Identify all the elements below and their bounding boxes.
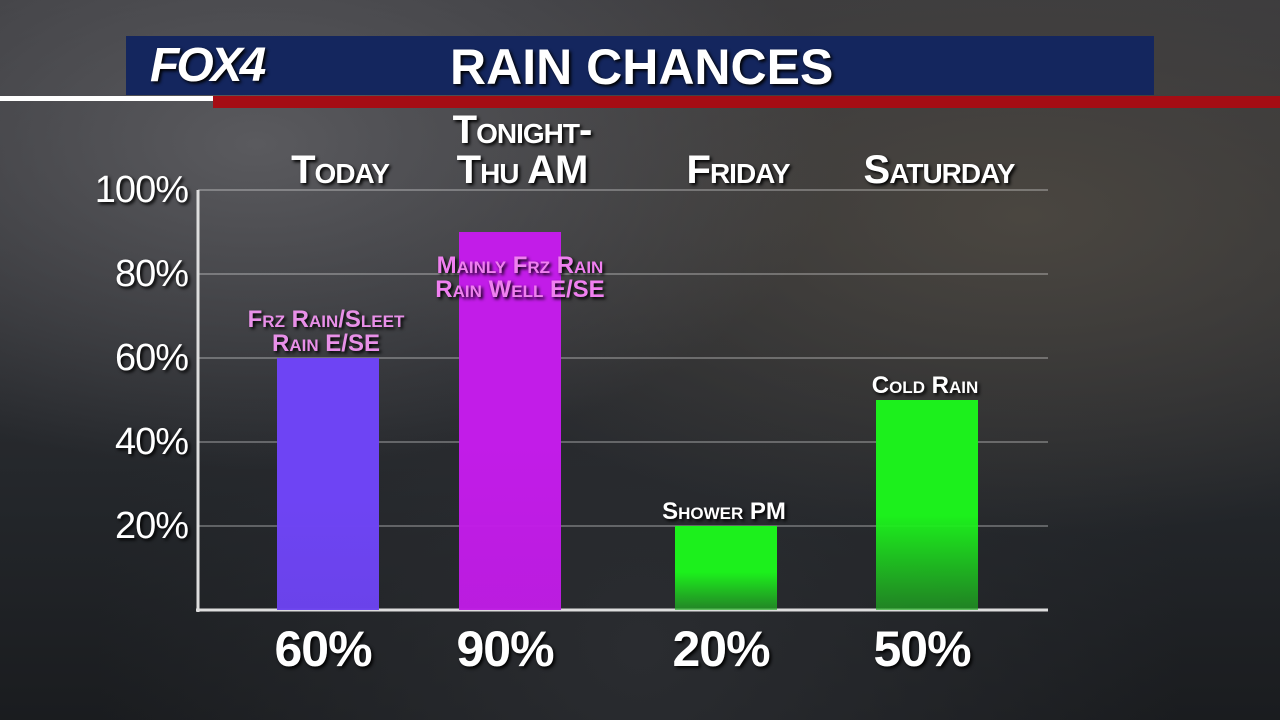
- y-tick-label: 100%: [94, 169, 189, 211]
- value-label: 50%: [873, 621, 971, 677]
- logo: FOX4: [150, 39, 266, 92]
- chart-title: RAIN CHANCES: [450, 39, 834, 95]
- category-label: Tonight- Thu AM: [452, 108, 593, 192]
- y-tick-label: 20%: [114, 505, 189, 547]
- category-label: Saturday: [863, 148, 1016, 192]
- category-label: Today: [291, 148, 390, 192]
- y-tick-label: 80%: [114, 253, 189, 295]
- bar: [675, 526, 777, 610]
- header-rule: [213, 96, 1280, 108]
- value-label: 90%: [456, 621, 554, 677]
- value-label: 60%: [274, 621, 372, 677]
- bar-annotation: Cold Rain: [871, 372, 979, 399]
- y-tick-label: 40%: [114, 421, 189, 463]
- bar-annotation: Frz Rain/Sleet Rain E/SE: [247, 306, 405, 357]
- header-bar: [126, 36, 1154, 95]
- category-label: Friday: [686, 148, 791, 192]
- bar-annotation: Mainly Frz Rain Rain Well E/SE: [435, 252, 605, 303]
- value-label: 20%: [672, 621, 770, 677]
- header-rule: [0, 96, 213, 101]
- bar: [459, 232, 561, 610]
- y-tick-label: 60%: [114, 337, 189, 379]
- bar: [876, 400, 978, 610]
- bar: [277, 358, 379, 610]
- bar-annotation: Shower PM: [662, 498, 786, 525]
